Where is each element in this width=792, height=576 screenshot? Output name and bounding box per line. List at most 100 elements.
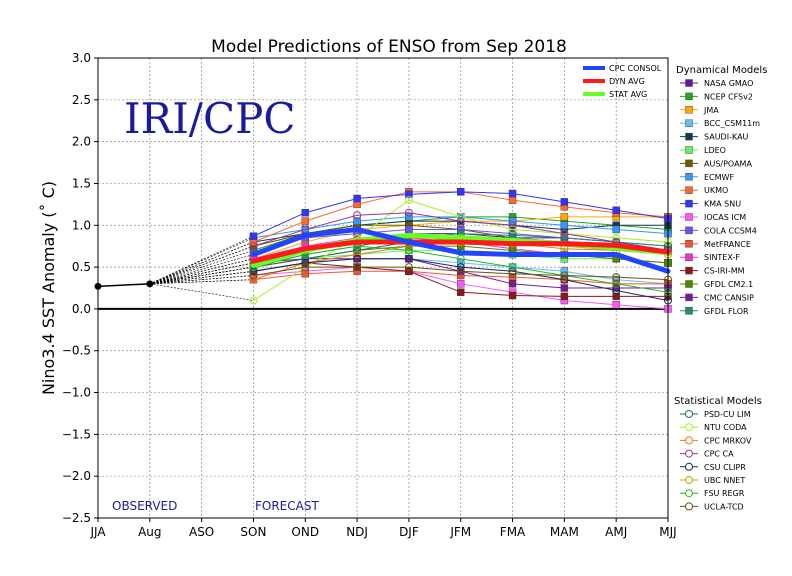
y-tick-label: 1.0: [72, 218, 91, 232]
dynamical-model-point: [249, 232, 258, 240]
connector-line: [149, 245, 254, 285]
dynamical-model-point: [612, 292, 620, 301]
iri-cpc-watermark: IRI/CPC: [124, 94, 296, 143]
connector-line: [149, 258, 254, 285]
dynamical-legend-label: SINTEX-F: [704, 253, 740, 262]
forecast-label: FORECAST: [255, 499, 319, 513]
average-legend-label: CPC CONSOL: [609, 64, 662, 73]
dynamical-legend-marker: [685, 266, 693, 275]
dynamical-model-point: [560, 221, 569, 229]
statistical-model-point: [404, 208, 413, 217]
y-tick-label: −2.0: [62, 469, 91, 483]
dynamical-legend-label: UKMO: [704, 186, 728, 195]
dynamical-legend-label: CS-IRI-MM: [704, 267, 745, 276]
statistical-model-point: [612, 233, 621, 242]
dynamical-legend-marker: [685, 173, 693, 181]
statistical-legend-marker: [685, 476, 693, 484]
statistical-legend-marker: [685, 489, 693, 498]
statistical-model-point: [560, 229, 569, 238]
y-tick-label: 0.0: [72, 302, 91, 316]
dynamical-model-point: [405, 225, 413, 234]
dynamical-models-heading: Dynamical Models: [676, 65, 767, 76]
dynamical-model-point: [405, 267, 413, 275]
statistical-legend-label: FSU REGR: [704, 489, 745, 498]
y-tick-label: 2.0: [72, 135, 91, 149]
statistical-legend-marker: [685, 462, 693, 471]
statistical-model-point: [353, 263, 362, 272]
dynamical-model-point: [508, 280, 517, 288]
dynamical-legend-marker: [685, 92, 693, 101]
x-tick-label: JJA: [89, 525, 106, 539]
observed-to-forecast-connectors: [149, 235, 254, 301]
average-legend-label: STAT AVG: [609, 90, 647, 99]
dynamical-legend-marker: [685, 280, 693, 288]
plot-frame: [97, 57, 669, 519]
dynamical-legend-marker: [685, 226, 693, 235]
dynamical-model-point: [560, 267, 569, 275]
y-tick-label: 0.5: [72, 260, 91, 274]
average-legend: CPC CONSOL DYN AVG STAT AVG: [583, 64, 662, 99]
dynamical-model-point: [560, 292, 569, 301]
x-tick-label: FMA: [500, 525, 526, 539]
dynamical-legend-label: KMA SNU: [704, 200, 741, 209]
observed-point: [146, 280, 154, 288]
dynamical-model-point: [457, 280, 465, 288]
y-axis-ticks: 3.0 2.5 2.0 1.5 1.0 0.5 0.0 −0.5 −1.0 −1.5 −2.0 −2.…: [62, 51, 98, 525]
statistical-model-point: [353, 254, 362, 263]
statistical-model-point: [508, 267, 517, 276]
dynamical-legend-marker: [685, 186, 693, 194]
statistical-legend-marker: [685, 449, 693, 458]
statistical-models-legend: PSD-CU LIM NTU CODA CPC MRKOV CPC CA CSU CLI…: [680, 410, 752, 511]
y-tick-label: −0.5: [62, 344, 91, 358]
dynamical-model-point: [560, 198, 569, 206]
statistical-model-point: [404, 246, 413, 255]
dynamical-legend-label: BCC_CSM11m: [704, 119, 760, 128]
statistical-legend-label: PSD-CU LIM: [704, 410, 751, 419]
statistical-model-point: [456, 267, 465, 276]
average-line: [250, 226, 671, 274]
dynamical-legend-marker: [685, 119, 693, 127]
dynamical-models-legend: NASA GMAO NCEP CFSv2 JMA BCC_CSM11m SAUDI-KA…: [680, 79, 760, 316]
dynamical-model-point: [612, 284, 620, 292]
statistical-model-line: [253, 245, 669, 293]
dynamical-legend-marker: [685, 132, 693, 141]
statistical-model-point: [249, 271, 258, 280]
statistical-model-line: [253, 212, 669, 251]
observed-line: [97, 283, 150, 288]
dynamical-legend-marker: [685, 253, 693, 261]
statistical-legend-label: CSU CLIPR: [704, 463, 746, 472]
dynamical-legend-label: JMA: [703, 106, 719, 115]
x-tick-label: DJF: [399, 525, 419, 539]
dynamical-model-point: [301, 217, 309, 225]
dynamical-model-point: [301, 209, 309, 217]
dynamical-legend-label: CMC CANSIP: [704, 293, 754, 302]
dynamical-model-point: [301, 270, 309, 278]
observed-label: OBSERVED: [112, 499, 177, 513]
dynamical-legend-label: IOCAS ICM: [704, 213, 746, 222]
statistical-model-point: [560, 275, 569, 284]
dynamical-legend-marker: [685, 106, 693, 114]
dynamical-model-point: [508, 217, 517, 225]
average-legend-label: DYN AVG: [609, 77, 645, 86]
connector-line: [149, 254, 254, 285]
dynamical-model-point: [353, 194, 361, 203]
statistical-model-line: [253, 199, 669, 301]
statistical-model-point: [353, 250, 362, 259]
dynamical-model-point: [405, 190, 413, 199]
dynamical-legend-label: NASA GMAO: [704, 79, 753, 88]
dynamical-model-point: [508, 189, 517, 198]
dynamical-legend-marker: [685, 199, 693, 208]
statistical-model-point: [301, 258, 310, 267]
statistical-model-point: [508, 225, 517, 234]
statistical-model-point: [456, 263, 465, 272]
x-tick-label: AMJ: [605, 525, 627, 539]
x-axis-ticks: JJA Aug ASO SON OND NDJ DJF JFM FMA MAM AMJ MJJ: [89, 518, 677, 539]
statistical-model-point: [249, 275, 258, 284]
statistical-model-point: [404, 263, 413, 272]
x-tick-label: OND: [291, 525, 319, 539]
dynamical-legend-label: NCEP CFSv2: [704, 92, 753, 101]
chart-title: Model Predictions of ENSO from Sep 2018: [211, 37, 567, 57]
y-axis-label: Nino3.4 SST Anomaly (˚ C): [39, 181, 58, 395]
x-tick-label: MJJ: [659, 525, 676, 539]
dynamical-legend-label: COLA CCSM4: [704, 226, 757, 235]
